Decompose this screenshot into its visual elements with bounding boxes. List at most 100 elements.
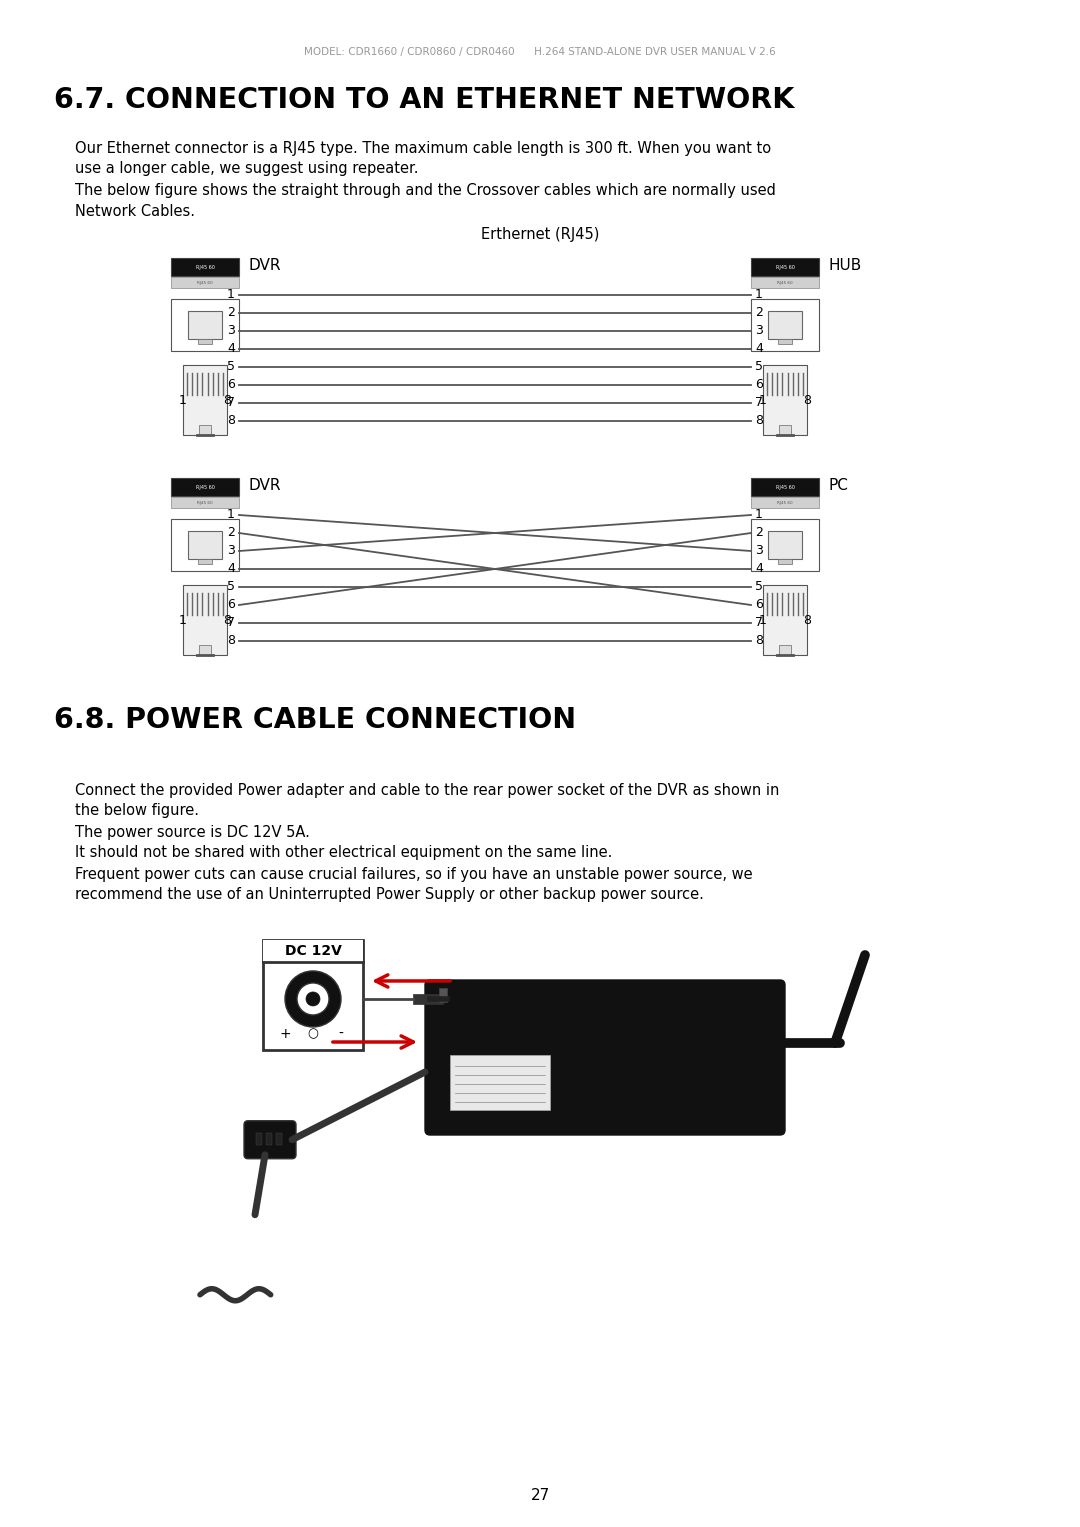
Bar [450,1055,550,1110]
Text: 6.8. POWER CABLE CONNECTION: 6.8. POWER CABLE CONNECTION [54,705,576,734]
Bar [438,988,447,1002]
Text: RJ45 60: RJ45 60 [778,281,793,286]
Bar [779,644,791,655]
Text: 2: 2 [755,307,762,319]
Text: 8: 8 [804,614,811,626]
Text: recommend the use of an Uninterrupted Power Supply or other backup power source.: recommend the use of an Uninterrupted Po… [75,887,704,902]
Text: -: - [338,1028,343,1041]
Text: RJ45 60: RJ45 60 [778,501,793,505]
Text: DC 12V: DC 12V [284,944,341,957]
Bar [188,531,222,559]
Bar [198,559,212,563]
Text: 4: 4 [755,562,762,576]
Text: 7: 7 [755,617,762,629]
Bar [768,531,802,559]
FancyBboxPatch shape [244,1121,296,1159]
Text: 2: 2 [227,307,235,319]
Bar [171,496,239,508]
Circle shape [306,993,320,1006]
Text: 8: 8 [222,394,231,406]
Bar [779,425,791,435]
Text: 1: 1 [759,614,767,626]
Text: 5: 5 [227,580,235,594]
Text: 8: 8 [755,414,762,428]
Text: 4: 4 [227,562,235,576]
Text: 3: 3 [227,325,235,337]
Bar [762,365,807,435]
Text: 8: 8 [227,414,235,428]
Text: 5: 5 [755,580,762,594]
Text: ○: ○ [308,1028,319,1041]
Text: 6: 6 [227,599,235,611]
Bar [171,299,239,351]
Text: 1: 1 [227,289,235,301]
Text: the below figure.: the below figure. [75,803,199,818]
Text: 27: 27 [530,1487,550,1503]
Text: Connect the provided Power adapter and cable to the rear power socket of the DVR: Connect the provided Power adapter and c… [75,782,780,797]
Bar [762,585,807,655]
Bar [171,258,239,276]
Bar [266,1133,272,1145]
Bar [778,339,792,344]
Bar [751,478,819,496]
Text: Frequent power cuts can cause crucial failures, so if you have an unstable power: Frequent power cuts can cause crucial fa… [75,866,753,881]
Bar [264,941,363,962]
Text: 1: 1 [179,614,187,626]
Text: 7: 7 [227,397,235,409]
Text: 1: 1 [179,394,187,406]
Text: Our Ethernet connector is a RJ45 type. The maximum cable length is 300 ft. When : Our Ethernet connector is a RJ45 type. T… [75,140,771,156]
Text: 6: 6 [227,379,235,391]
Text: 4: 4 [755,342,762,356]
Text: 7: 7 [227,617,235,629]
Bar [768,312,802,339]
Text: 8: 8 [804,394,811,406]
Text: 4: 4 [227,342,235,356]
Text: It should not be shared with other electrical equipment on the same line.: It should not be shared with other elect… [75,846,612,861]
Bar [183,585,227,655]
Bar [751,519,819,571]
Text: RJ45 60: RJ45 60 [195,264,215,269]
Circle shape [285,971,341,1028]
Text: 3: 3 [755,325,762,337]
Bar [188,312,222,339]
Text: 1: 1 [227,508,235,522]
Text: The below figure shows the straight through and the Crossover cables which are n: The below figure shows the straight thro… [75,183,775,197]
Bar [199,425,211,435]
Text: 5: 5 [755,360,762,374]
Text: Network Cables.: Network Cables. [75,203,195,218]
Text: RJ45 60: RJ45 60 [775,484,795,490]
Bar [751,496,819,508]
Text: 6: 6 [755,599,762,611]
Text: 5: 5 [227,360,235,374]
Text: DVR: DVR [249,478,282,493]
Text: 3: 3 [755,545,762,557]
Bar [264,941,363,1051]
Bar [183,365,227,435]
Text: use a longer cable, we suggest using repeater.: use a longer cable, we suggest using rep… [75,162,419,177]
Bar [276,1133,282,1145]
Text: 1: 1 [759,394,767,406]
Bar [171,276,239,289]
Text: DVR: DVR [249,258,282,273]
Text: +: + [280,1028,291,1041]
Text: RJ45 60: RJ45 60 [195,484,215,490]
Text: RJ45 60: RJ45 60 [198,501,213,505]
Bar [751,299,819,351]
Text: 1: 1 [755,508,762,522]
Bar [256,1133,262,1145]
Text: 6.7. CONNECTION TO AN ETHERNET NETWORK: 6.7. CONNECTION TO AN ETHERNET NETWORK [54,86,795,115]
Bar [199,644,211,655]
Text: 2: 2 [227,527,235,539]
Text: 1: 1 [755,289,762,301]
Text: 7: 7 [755,397,762,409]
Text: 6: 6 [755,379,762,391]
Text: The power source is DC 12V 5A.: The power source is DC 12V 5A. [75,825,310,840]
Text: MODEL: CDR1660 / CDR0860 / CDR0460      H.264 STAND-ALONE DVR USER MANUAL V 2.6: MODEL: CDR1660 / CDR0860 / CDR0460 H.264… [305,47,775,56]
Text: HUB: HUB [829,258,862,273]
Text: RJ45 60: RJ45 60 [198,281,213,286]
Bar [413,994,443,1003]
Text: 3: 3 [227,545,235,557]
Bar [171,478,239,496]
Bar [751,276,819,289]
FancyBboxPatch shape [426,980,785,1135]
